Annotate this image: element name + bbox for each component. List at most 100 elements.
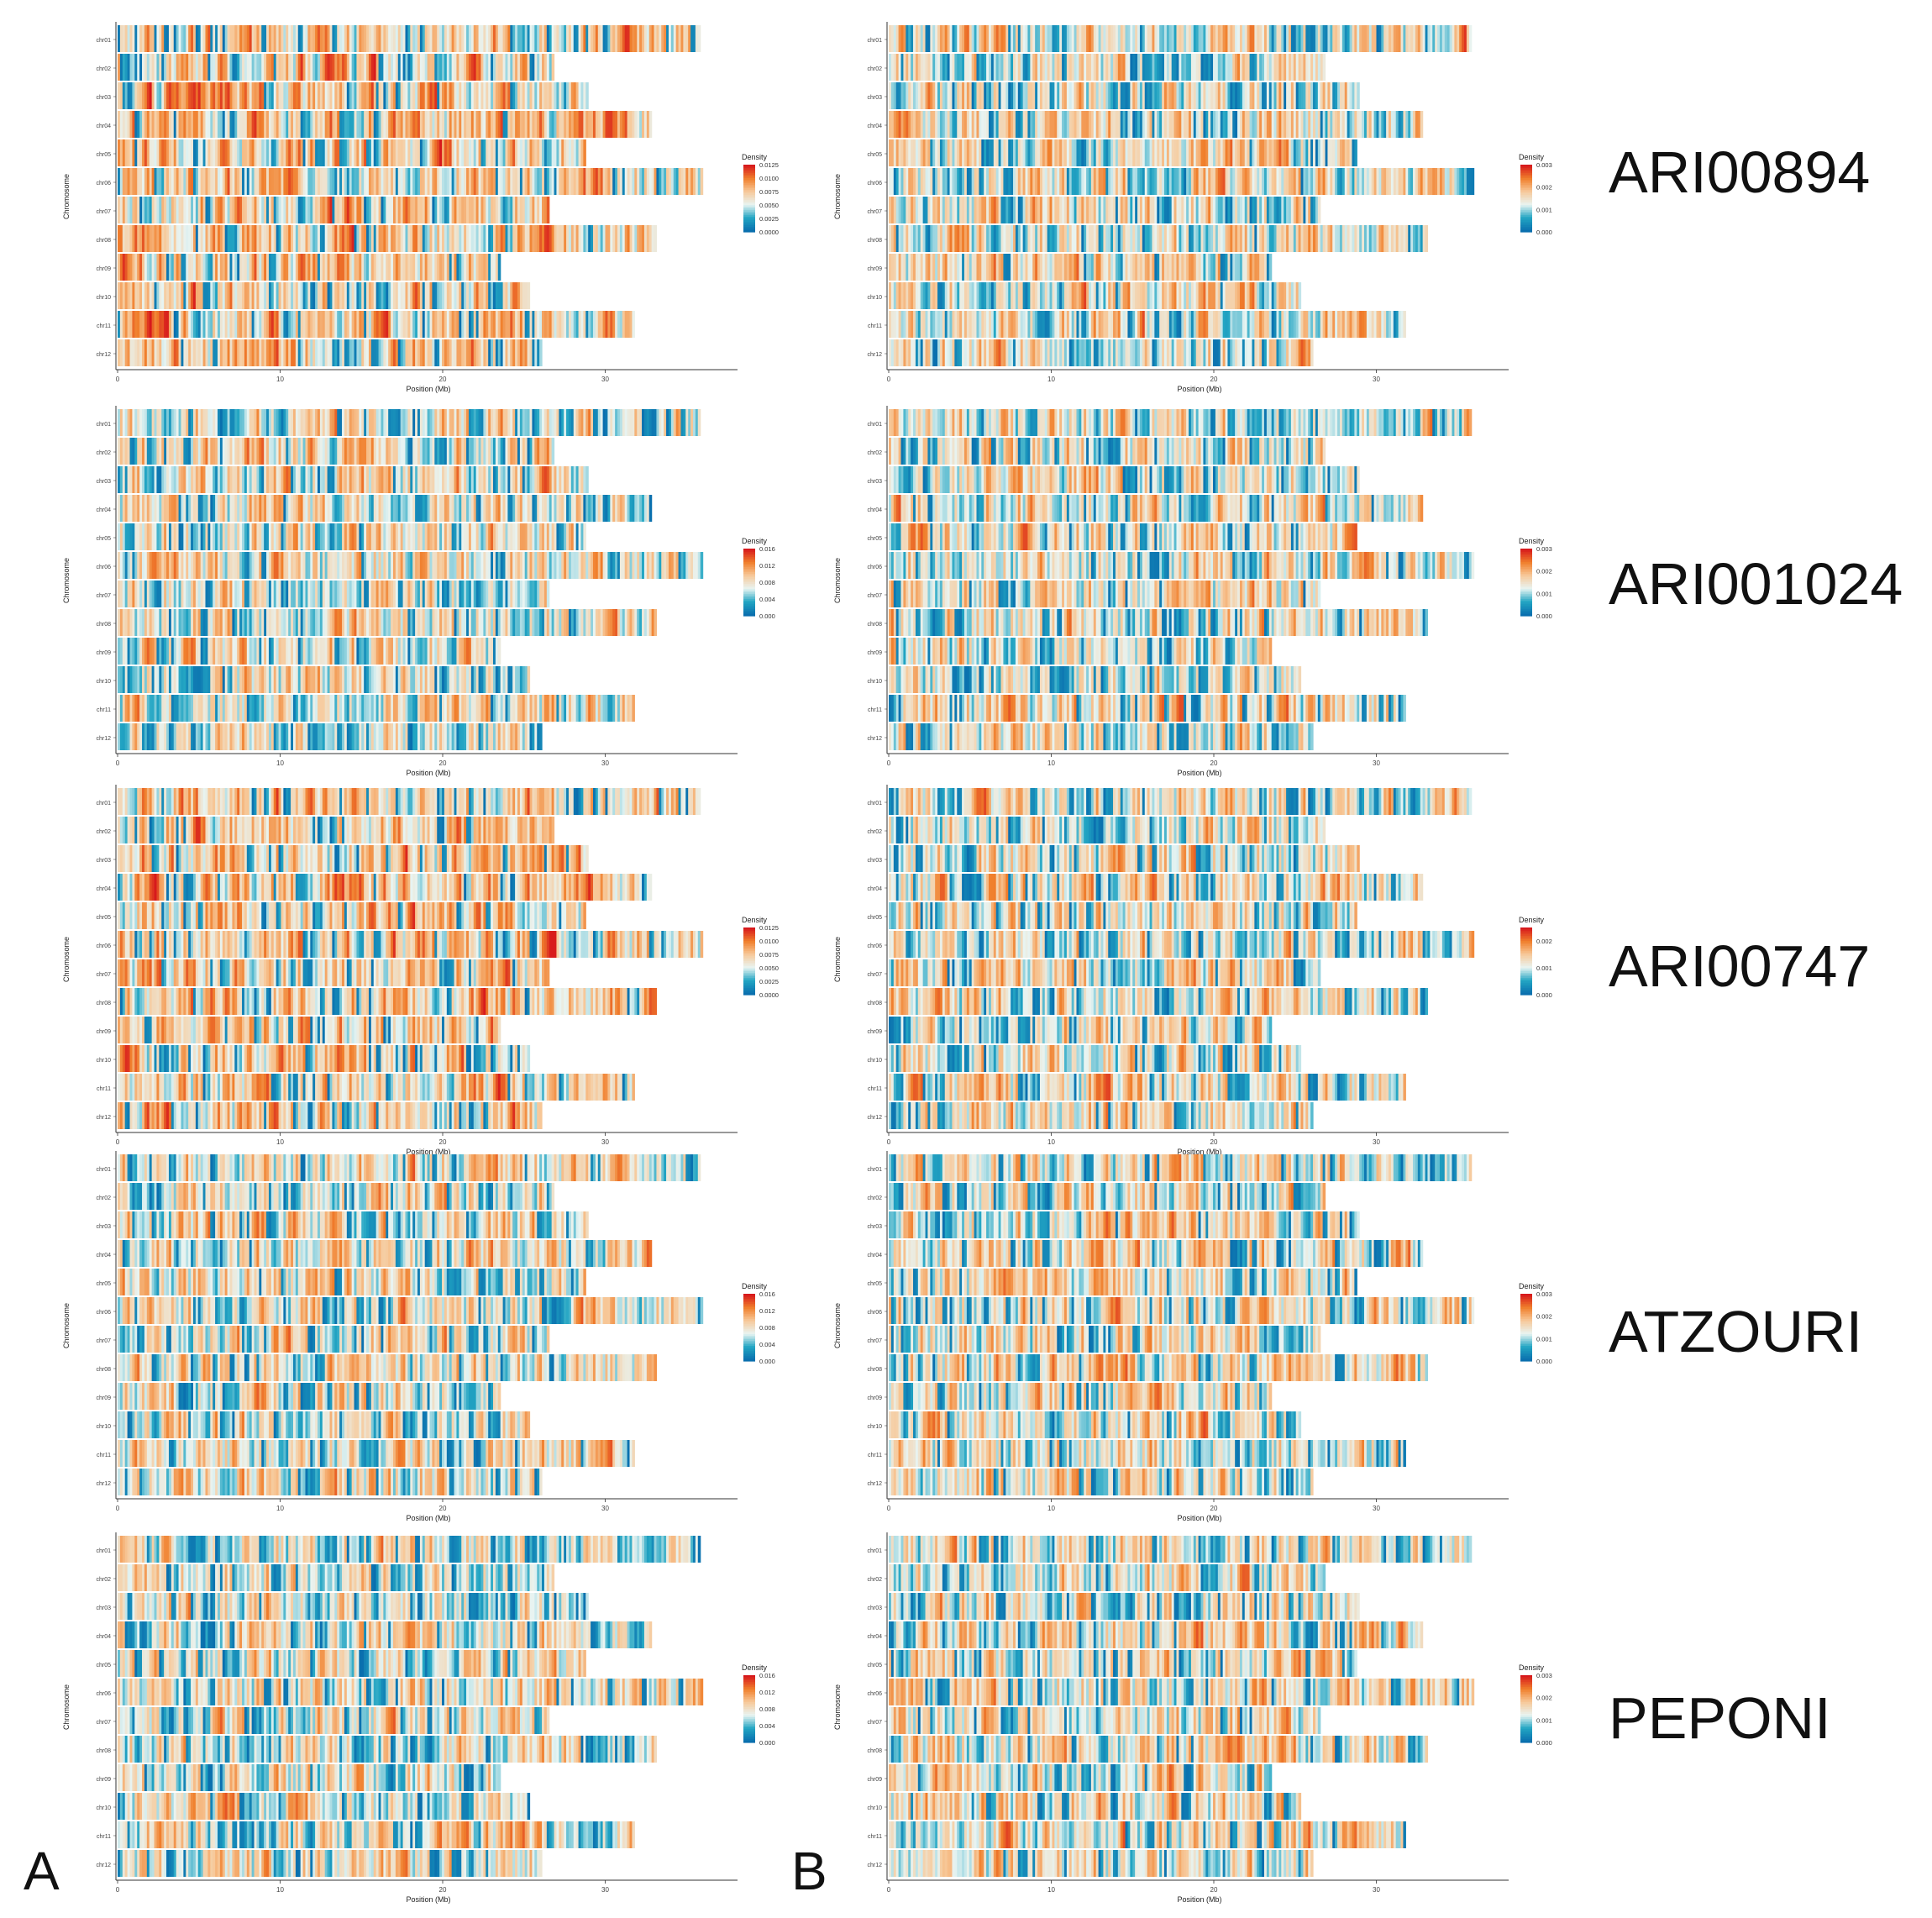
y-tick-label: chr08 (867, 238, 882, 244)
legend-tick-label: 0.003 (1536, 161, 1552, 169)
chromosome-strip-chr09 (889, 254, 1272, 281)
chromosome-strip-chr05 (889, 139, 1357, 166)
x-tick-label: 0 (887, 376, 891, 383)
chromosome-strip-chr12 (118, 339, 543, 366)
chromosome-strip-chr07 (118, 197, 549, 223)
heatmap-panel-a-1: chr01chr02chr03chr04chr05chr06chr07chr08… (62, 22, 779, 393)
chromosome-strip-chr02 (889, 54, 1326, 81)
chromosome-strip-chr10 (118, 282, 530, 309)
density-bin (1469, 25, 1473, 52)
density-bin (539, 339, 543, 366)
density-bin (632, 311, 635, 338)
legend-tick-label: 0.000 (1536, 229, 1552, 236)
density-bin (1318, 197, 1321, 223)
y-tick-label: chr04 (867, 123, 882, 129)
density-bin (528, 282, 531, 309)
legend-tick-label: 0.0000 (759, 229, 779, 236)
x-tick-label: 10 (1047, 376, 1055, 383)
legend-gradient-step (743, 230, 755, 233)
density-bin (552, 54, 555, 81)
chromosome-strip-chr08 (118, 225, 657, 252)
density-bin (1472, 168, 1475, 195)
y-tick-label: chr01 (867, 38, 882, 44)
x-axis-label: Position (Mb) (1177, 385, 1221, 393)
legend-tick-label: 0.0050 (759, 202, 779, 209)
chromosome-strip-chr03 (889, 82, 1360, 109)
y-tick-label: chr06 (96, 181, 111, 187)
y-tick-label: chr03 (96, 95, 111, 101)
chromosome-strip-chr01 (118, 409, 701, 436)
y-tick-label: chr11 (97, 323, 111, 329)
y-axis-label: Chromosome (62, 174, 71, 219)
x-tick-label: 20 (439, 376, 447, 383)
y-tick-label: chr09 (96, 266, 111, 272)
y-tick-label: chr07 (96, 209, 111, 215)
y-tick-label: chr05 (867, 152, 882, 158)
y-tick-label: chr10 (867, 295, 882, 301)
x-tick-label: 10 (276, 376, 284, 383)
chromosome-strip-chr01 (118, 25, 701, 52)
legend-title: Density (742, 153, 768, 161)
legend-tick-label: 0.0075 (759, 188, 779, 196)
density-bin (583, 139, 586, 166)
y-tick-label: chr05 (96, 152, 111, 158)
density-bin (1357, 82, 1360, 109)
y-tick-label: chr12 (96, 352, 111, 358)
chromosome-strip-chr08 (889, 225, 1428, 252)
density-bin (1420, 111, 1424, 138)
legend-gradient-step (1520, 230, 1532, 233)
density-bin (547, 197, 550, 223)
x-tick-label: 30 (601, 376, 609, 383)
legend-tick-label: 0.0025 (759, 215, 779, 223)
chromosome-strip-chr03 (118, 82, 589, 109)
density-bin (1310, 339, 1314, 366)
density-bin (654, 225, 658, 252)
chromosome-strip-chr09 (118, 254, 501, 281)
chromosome-strip-chr06 (889, 168, 1474, 195)
chromosome-strip-chr07 (889, 197, 1320, 223)
y-tick-label: chr11 (868, 323, 882, 329)
density-bin (1299, 282, 1302, 309)
density-bin (1354, 139, 1357, 166)
density-bin (701, 168, 704, 195)
y-tick-label: chr12 (867, 352, 882, 358)
chromosome-strip-chr10 (889, 282, 1301, 309)
density-bin (498, 254, 501, 281)
x-tick-label: 20 (1210, 376, 1218, 383)
y-tick-label: chr09 (867, 266, 882, 272)
y-tick-label: chr03 (867, 95, 882, 101)
legend-tick-label: 0.002 (1536, 184, 1552, 192)
density-bin (1323, 54, 1326, 81)
density-bin (1269, 254, 1273, 281)
legend-title: Density (1519, 153, 1545, 161)
chromosome-strip-chr11 (889, 311, 1406, 338)
x-tick-label: 0 (116, 376, 120, 383)
legend-tick-label: 0.001 (1536, 206, 1552, 213)
density-bin (1403, 311, 1406, 338)
density-bin (649, 111, 653, 138)
chromosome-strip-chr11 (118, 311, 635, 338)
x-axis-label: Position (Mb) (406, 385, 450, 393)
chromosome-strip-chr01 (889, 25, 1472, 52)
chromosome-strip-chr04 (889, 111, 1423, 138)
heatmap-panel-b-1: chr01chr02chr03chr04chr05chr06chr07chr08… (833, 22, 1552, 393)
y-axis-label: Chromosome (833, 174, 842, 219)
chromosome-strip-chr12 (889, 339, 1314, 366)
density-bin (1425, 225, 1429, 252)
density-bin (585, 82, 589, 109)
density-bin (698, 25, 701, 52)
legend-tick-label: 0.0125 (759, 161, 779, 169)
chromosome-strip-chr04 (118, 111, 652, 138)
y-tick-label: chr06 (867, 181, 882, 187)
x-tick-label: 30 (1373, 376, 1380, 383)
legend-tick-label: 0.0100 (759, 175, 779, 182)
y-tick-label: chr04 (96, 123, 111, 129)
y-tick-label: chr08 (96, 238, 111, 244)
chromosome-strip-chr06 (118, 168, 703, 195)
y-tick-label: chr10 (96, 295, 111, 301)
chromosome-strip-chr05 (118, 139, 586, 166)
y-tick-label: chr02 (96, 66, 111, 72)
